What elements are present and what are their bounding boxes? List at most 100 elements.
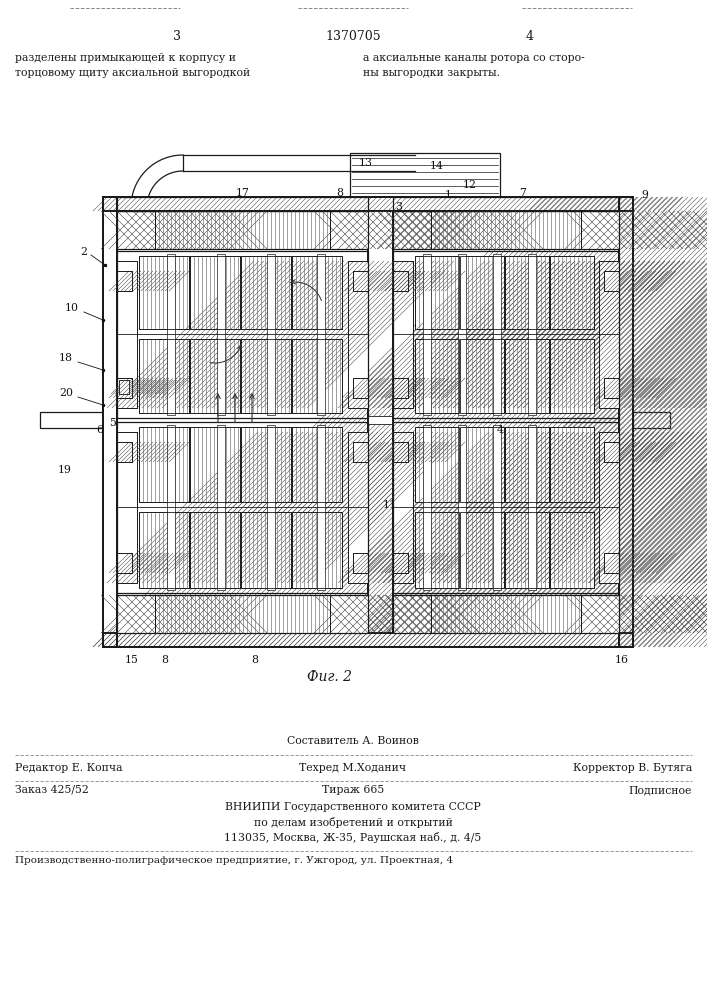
Bar (460, 256, 504, 329)
Text: 13: 13 (359, 158, 373, 168)
Bar (431, 211, 581, 249)
Bar (292, 427, 342, 502)
Bar (393, 442, 408, 462)
Bar (550, 512, 594, 588)
Bar (423, 425, 431, 590)
Bar (353, 378, 368, 398)
Bar (155, 211, 330, 249)
Bar (599, 432, 619, 583)
Bar (103, 197, 633, 211)
Bar (117, 261, 137, 408)
Bar (117, 211, 155, 249)
Bar (460, 512, 504, 588)
Text: 20: 20 (59, 388, 73, 398)
Bar (393, 553, 408, 573)
Bar (117, 432, 137, 583)
Bar (117, 442, 132, 462)
Bar (292, 256, 342, 329)
Bar (505, 339, 549, 413)
Bar (415, 512, 459, 588)
Bar (550, 427, 594, 502)
Text: по делам изобретений и открытий: по делам изобретений и открытий (254, 817, 452, 828)
Bar (619, 197, 633, 647)
Text: 4: 4 (496, 425, 503, 435)
Bar (604, 553, 619, 573)
Bar (604, 378, 619, 398)
Bar (393, 251, 619, 418)
Text: Корректор В. Бутяга: Корректор В. Бутяга (573, 763, 692, 773)
Bar (460, 427, 504, 502)
Bar (353, 553, 368, 573)
Bar (117, 442, 132, 462)
Text: Производственно-полиграфическое предприятие, г. Ужгород, ул. Проектная, 4: Производственно-полиграфическое предприя… (15, 856, 453, 865)
Bar (190, 427, 240, 502)
Bar (117, 197, 368, 211)
Bar (581, 211, 619, 249)
Bar (117, 442, 132, 462)
Bar (241, 512, 291, 588)
Bar (604, 553, 619, 573)
Bar (415, 256, 459, 329)
Text: 2: 2 (80, 247, 87, 257)
Bar (241, 339, 291, 413)
Text: 12: 12 (463, 180, 477, 190)
Text: 15: 15 (125, 655, 139, 665)
Bar (431, 595, 581, 633)
Bar (117, 378, 132, 398)
Bar (117, 595, 155, 633)
Bar (103, 633, 633, 647)
Text: 4: 4 (526, 29, 534, 42)
Bar (550, 339, 594, 413)
Bar (317, 425, 325, 590)
Bar (139, 339, 189, 413)
Bar (190, 256, 240, 329)
Bar (292, 427, 342, 502)
Bar (330, 211, 368, 249)
Bar (493, 425, 501, 590)
Bar (190, 512, 240, 588)
Bar (241, 339, 291, 413)
Bar (393, 378, 408, 398)
Text: разделены примыкающей к корпусу и: разделены примыкающей к корпусу и (15, 53, 236, 63)
Text: 1370705: 1370705 (325, 29, 381, 42)
Bar (505, 256, 549, 329)
Bar (550, 339, 594, 413)
Bar (550, 339, 594, 413)
Bar (190, 427, 240, 502)
Text: Техред М.Ходанич: Техред М.Ходанич (300, 763, 407, 773)
Bar (581, 595, 619, 633)
Text: 14: 14 (430, 161, 444, 171)
Bar (460, 427, 504, 502)
Bar (460, 339, 504, 413)
Bar (393, 197, 619, 211)
Bar (393, 595, 619, 633)
Bar (267, 254, 275, 415)
Bar (505, 256, 549, 329)
Bar (330, 595, 368, 633)
Bar (353, 442, 368, 462)
Bar (581, 211, 619, 249)
Bar (103, 197, 633, 211)
Bar (119, 380, 129, 394)
Bar (528, 425, 536, 590)
Bar (604, 553, 619, 573)
Bar (368, 211, 393, 633)
Bar (393, 595, 431, 633)
Bar (415, 427, 459, 502)
Bar (415, 427, 459, 502)
Bar (117, 432, 137, 583)
Bar (155, 595, 330, 633)
Bar (415, 427, 459, 502)
Bar (139, 512, 189, 588)
Bar (353, 553, 368, 573)
Bar (550, 256, 594, 329)
Bar (393, 261, 413, 408)
Bar (241, 256, 291, 329)
Bar (493, 254, 501, 415)
Bar (431, 595, 581, 633)
Bar (117, 553, 132, 573)
Bar (458, 425, 466, 590)
Bar (117, 211, 155, 249)
Bar (117, 211, 155, 249)
Bar (505, 339, 549, 413)
